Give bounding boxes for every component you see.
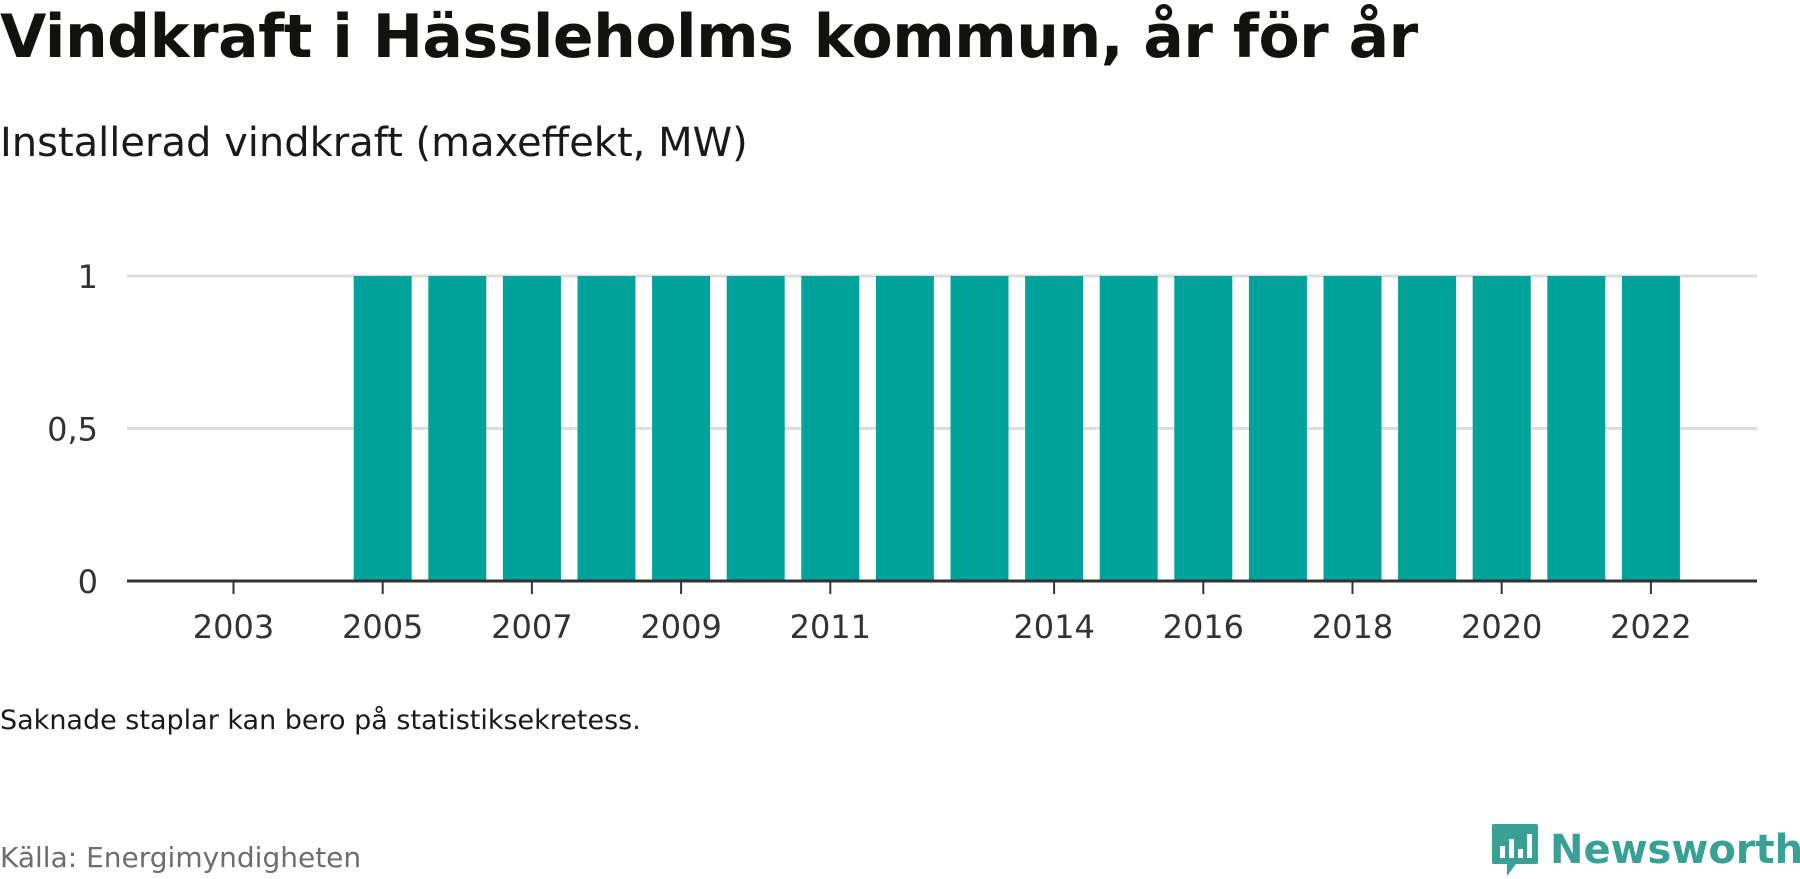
x-tick-label: 2005 (342, 608, 423, 646)
bar-2012 (875, 276, 934, 581)
brand-logo: Newsworthy (1490, 822, 1800, 878)
bar-2017 (1248, 276, 1307, 581)
bar-2015 (1099, 276, 1158, 581)
chart-title: Vindkraft i Hässleholms kommun, år för å… (0, 2, 1418, 72)
bar-2020 (1472, 276, 1531, 581)
x-tick-label: 2022 (1610, 608, 1691, 646)
x-tick-label: 2014 (1013, 608, 1094, 646)
bar-2014 (1025, 276, 1084, 581)
bar-2007 (502, 276, 561, 581)
bar-2005 (353, 276, 412, 581)
newsworthy-logo-icon (1492, 824, 1538, 876)
x-tick-label: 2018 (1312, 608, 1393, 646)
bar-2022 (1621, 276, 1680, 581)
bar-2009 (652, 276, 711, 581)
y-tick-label: 1 (78, 258, 98, 296)
x-tick-label: 2016 (1163, 608, 1244, 646)
bar-2021 (1547, 276, 1606, 581)
y-tick-label: 0,5 (47, 411, 98, 449)
x-tick-label: 2009 (640, 608, 721, 646)
bar-2011 (801, 276, 860, 581)
y-tick-label: 0 (78, 563, 98, 601)
x-tick-label: 2011 (790, 608, 871, 646)
bar-2008 (577, 276, 636, 581)
bars (353, 276, 1680, 581)
bar-2013 (950, 276, 1009, 581)
x-tick-label: 2003 (193, 608, 274, 646)
x-tick-label: 2020 (1461, 608, 1542, 646)
bar-2019 (1398, 276, 1457, 581)
y-axis-labels: 00,51 (47, 258, 98, 601)
bar-2018 (1323, 276, 1382, 581)
bar-chart: 2003 2005 2007 2009 2011 2014 2016 2018 2020 2022… (47, 258, 1757, 646)
chart-subtitle: Installerad vindkraft (maxeffekt, MW) (0, 120, 748, 166)
x-tick-label: 2007 (491, 608, 572, 646)
footnote: Saknade staplar kan bero på statistiksek… (0, 705, 641, 736)
brand-name: Newsworthy (1550, 827, 1800, 873)
source-credit: Källa: Energimyndigheten (0, 841, 362, 874)
x-axis-ticks: 2003 2005 2007 2009 2011 2014 2016 2018 2020 2022 (193, 581, 1692, 646)
bar-2006 (428, 276, 487, 581)
bar-2016 (1174, 276, 1233, 581)
bar-2010 (726, 276, 785, 581)
